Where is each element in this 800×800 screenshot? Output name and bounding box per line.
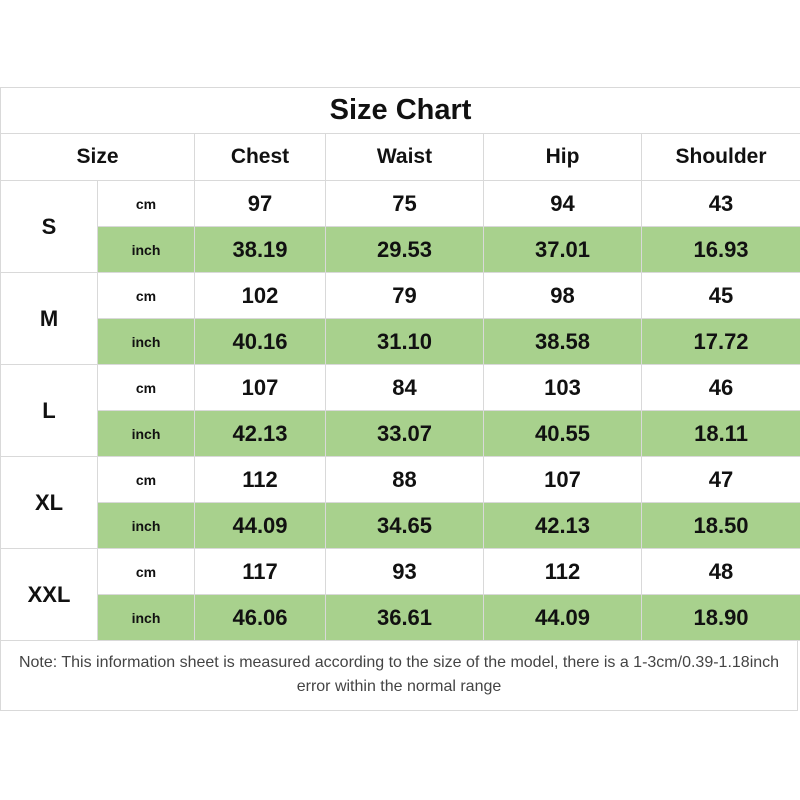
size-label: XXL (0, 548, 98, 641)
measurement-cm: 98 (483, 272, 642, 319)
measurement-cm: 75 (325, 180, 484, 227)
measurement-cm: 79 (325, 272, 484, 319)
measurement-cm: 48 (640, 548, 800, 595)
measurement-cm: 43 (640, 180, 800, 227)
table-row: XXL cm 117 93 112 48 (0, 548, 800, 641)
header-waist: Waist (325, 133, 484, 181)
measurement-cm: 112 (194, 456, 326, 503)
header-size: Size (0, 133, 195, 181)
measurement-inch: 40.16 (194, 318, 326, 365)
header-shoulder: Shoulder (640, 133, 800, 181)
measurement-cm: 84 (325, 364, 484, 411)
measurement-inch: 38.58 (483, 318, 642, 365)
chart-title: Size Chart (0, 87, 800, 134)
unit-label-inch: inch (97, 594, 195, 641)
measurement-cm: 107 (483, 456, 642, 503)
measurement-cm: 94 (483, 180, 642, 227)
size-label: L (0, 364, 98, 457)
measurement-inch: 31.10 (325, 318, 484, 365)
unit-label-inch: inch (97, 226, 195, 273)
measurement-inch: 36.61 (325, 594, 484, 641)
measurement-inch: 40.55 (483, 410, 642, 457)
size-chart: Size Chart Size Chest Waist Hip Shoulder… (0, 87, 800, 641)
measurement-inch: 38.19 (194, 226, 326, 273)
table-row: inch 38.19 29.53 37.01 16.93 (1, 226, 800, 273)
measurement-inch: 33.07 (325, 410, 484, 457)
table-row: inch 44.09 34.65 42.13 18.50 (1, 502, 800, 549)
unit-label-inch: inch (97, 502, 195, 549)
measurement-inch: 46.06 (194, 594, 326, 641)
measurement-cm: 88 (325, 456, 484, 503)
measurement-inch: 34.65 (325, 502, 484, 549)
unit-label-inch: inch (97, 318, 195, 365)
measurement-inch: 18.90 (640, 594, 800, 641)
table-row: inch 46.06 36.61 44.09 18.90 (1, 594, 800, 641)
measurement-cm: 47 (640, 456, 800, 503)
measurement-inch: 29.53 (325, 226, 484, 273)
size-label: XL (0, 456, 98, 549)
measurement-inch: 18.50 (640, 502, 800, 549)
measurement-cm: 46 (640, 364, 800, 411)
measurement-cm: 45 (640, 272, 800, 319)
measurement-inch: 44.09 (194, 502, 326, 549)
measurement-cm: 112 (483, 548, 642, 595)
measurement-inch: 37.01 (483, 226, 642, 273)
measurement-inch: 42.13 (483, 502, 642, 549)
measurement-inch: 44.09 (483, 594, 642, 641)
measurement-cm: 93 (325, 548, 484, 595)
measurement-cm: 103 (483, 364, 642, 411)
table-row: XL cm 112 88 107 47 (0, 456, 800, 549)
header-chest: Chest (194, 133, 326, 181)
measurement-inch: 42.13 (194, 410, 326, 457)
measurement-cm: 97 (194, 180, 326, 227)
measurement-cm: 102 (194, 272, 326, 319)
measurement-cm: 117 (194, 548, 326, 595)
size-table: Size Chart Size Chest Waist Hip Shoulder… (0, 87, 800, 641)
table-row: inch 40.16 31.10 38.58 17.72 (1, 318, 800, 365)
size-label: S (0, 180, 98, 273)
table-row: inch 42.13 33.07 40.55 18.11 (1, 410, 800, 457)
unit-label-cm: cm (97, 548, 195, 595)
unit-label-cm: cm (97, 180, 195, 227)
measurement-note: Note: This information sheet is measured… (0, 640, 798, 711)
unit-label-cm: cm (97, 456, 195, 503)
measurement-cm: 107 (194, 364, 326, 411)
unit-label-inch: inch (97, 410, 195, 457)
unit-label-cm: cm (97, 272, 195, 319)
measurement-inch: 17.72 (640, 318, 800, 365)
measurement-inch: 18.11 (640, 410, 800, 457)
size-label: M (0, 272, 98, 365)
header-hip: Hip (483, 133, 642, 181)
unit-label-cm: cm (97, 364, 195, 411)
measurement-inch: 16.93 (640, 226, 800, 273)
